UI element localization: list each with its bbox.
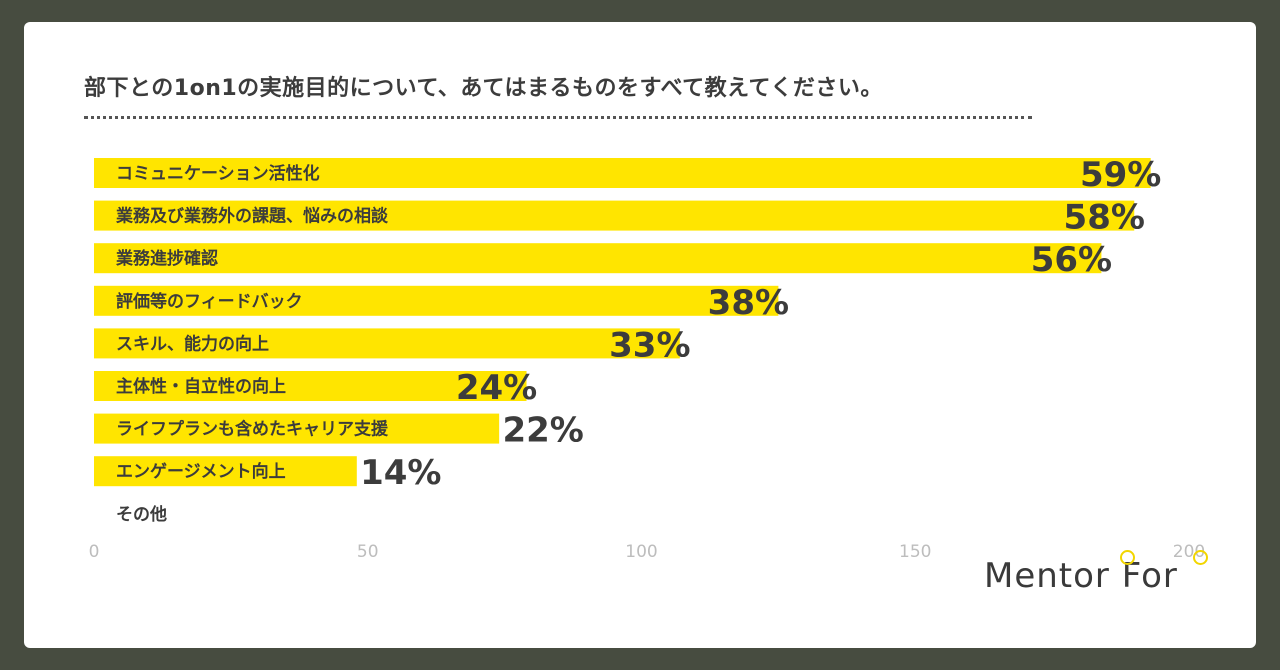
category-label: 業務及び業務外の課題、悩みの相談 [116,206,389,227]
logo-accent-ring [1193,550,1208,565]
x-tick-label: 100 [625,542,657,562]
data-label: 24% [456,368,537,408]
data-label: 38% [708,283,789,323]
data-label: 58% [1064,198,1145,238]
category-label: コミュニケーション活性化 [116,163,320,184]
category-label: その他 [116,504,167,525]
category-label: スキル、能力の向上 [116,333,269,354]
data-label: 14% [360,453,441,493]
logo-accent-ring [1120,550,1135,565]
x-tick-label: 150 [899,542,931,562]
data-label: 22% [502,411,583,451]
category-label: ライフプランも含めたキャリア支援 [116,419,389,440]
data-label: 56% [1031,240,1112,280]
x-tick-label: 0 [89,542,100,562]
data-label: 33% [609,325,690,365]
category-label: 業務進捗確認 [116,248,218,269]
category-label: 評価等のフィードバック [116,291,303,312]
category-label: 主体性・自立性の向上 [116,376,286,397]
bar [94,243,1101,273]
mentor-for-logo: Mentor For [984,556,1178,596]
category-label: エンゲージメント向上 [116,461,286,482]
x-tick-label: 50 [357,542,379,562]
data-label: 59% [1080,155,1161,195]
logo-text: Mentor For [984,556,1178,596]
